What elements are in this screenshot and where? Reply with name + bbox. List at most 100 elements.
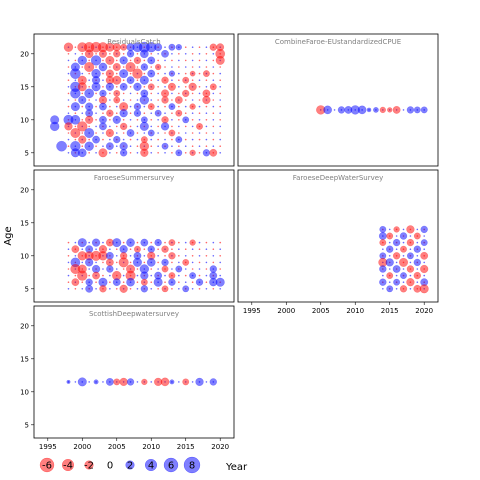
background-dot — [81, 112, 84, 114]
background-dot — [164, 86, 166, 88]
background-dot — [109, 138, 111, 141]
background-dot — [122, 79, 125, 81]
background-dot — [150, 99, 153, 101]
background-dot — [88, 86, 90, 88]
background-dot — [67, 288, 70, 290]
background-dot — [67, 248, 70, 250]
residual-bubble — [387, 107, 393, 113]
background-dot — [395, 274, 398, 277]
background-dot — [109, 248, 111, 250]
background-dot — [81, 132, 84, 134]
background-dot — [198, 288, 201, 290]
background-dot — [81, 288, 84, 290]
x-tick-label: 2020 — [415, 307, 433, 315]
background-dot — [115, 261, 118, 264]
background-dot — [205, 112, 208, 114]
background-dot — [129, 261, 132, 264]
background-dot — [205, 53, 208, 55]
background-dot — [129, 152, 132, 154]
background-dot — [178, 132, 180, 134]
background-dot — [95, 99, 97, 101]
background-dot — [102, 86, 104, 88]
background-dot — [402, 241, 405, 244]
residual-bubble — [195, 377, 204, 386]
background-dot — [171, 112, 173, 114]
residual-bubble — [71, 245, 80, 254]
residual-bubble — [406, 225, 415, 234]
background-dot — [423, 235, 426, 237]
background-dot — [395, 288, 398, 290]
residual-bubble — [70, 115, 81, 125]
background-dot — [171, 261, 173, 264]
background-dot — [67, 59, 70, 62]
background-dot — [198, 53, 201, 55]
residual-bubble — [92, 135, 100, 144]
background-dot — [67, 281, 70, 284]
residual-bubble — [119, 245, 128, 254]
background-dot — [122, 274, 125, 277]
residual-bubble — [147, 129, 155, 137]
background-dot — [136, 281, 139, 284]
background-dot — [191, 59, 194, 62]
background-dot — [136, 241, 139, 244]
background-dot — [115, 59, 118, 62]
background-dot — [143, 72, 146, 75]
panel-title: CombineFaroe-EUstandardizedCPUE — [275, 38, 401, 46]
background-dot — [184, 66, 187, 68]
residual-bubble — [119, 284, 128, 293]
residual-bubble — [379, 106, 386, 113]
background-dot — [191, 281, 194, 284]
background-dot — [115, 255, 118, 257]
background-dot — [88, 72, 90, 75]
background-dot — [136, 125, 139, 128]
background-dot — [95, 132, 97, 134]
background-dot — [88, 381, 90, 383]
background-dot — [388, 228, 391, 231]
background-dot — [157, 79, 159, 81]
residual-bubble — [98, 277, 108, 287]
background-dot — [122, 241, 125, 244]
background-dot — [395, 248, 398, 250]
background-dot — [115, 105, 118, 108]
background-dot — [212, 92, 215, 95]
background-dot — [74, 53, 77, 55]
residual-bubble — [90, 55, 102, 66]
background-dot — [191, 261, 194, 264]
residual-bubble — [112, 63, 121, 71]
background-dot — [67, 255, 70, 257]
background-dot — [74, 255, 77, 257]
residual-bubble — [106, 265, 114, 273]
background-dot — [157, 86, 159, 88]
background-dot — [205, 132, 208, 134]
residual-bubble — [175, 136, 183, 143]
residual-bubble — [132, 68, 143, 79]
background-dot — [191, 138, 194, 141]
residual-bubble — [78, 135, 87, 144]
background-dot — [88, 125, 90, 128]
legend-label: -6 — [42, 461, 52, 472]
legend-label: 8 — [189, 461, 195, 472]
background-dot — [178, 241, 180, 244]
residual-bubble — [70, 128, 81, 138]
residual-bubble — [84, 49, 94, 59]
background-dot — [219, 86, 222, 88]
background-dot — [67, 79, 70, 81]
background-dot — [136, 66, 139, 68]
background-dot — [164, 152, 166, 154]
background-dot — [402, 268, 405, 270]
background-dot — [178, 281, 180, 284]
background-dot — [157, 145, 159, 147]
background-dot — [212, 79, 215, 81]
background-dot — [67, 268, 70, 270]
residual-bubble — [337, 106, 346, 114]
background-dot — [74, 288, 77, 290]
residual-bubble — [392, 265, 401, 273]
residual-bubble — [112, 278, 121, 287]
background-dot — [178, 261, 180, 264]
background-dot — [109, 99, 111, 101]
background-dot — [198, 138, 201, 141]
background-dot — [212, 241, 215, 244]
background-dot — [150, 288, 153, 290]
background-dot — [178, 248, 180, 250]
background-dot — [184, 99, 187, 101]
